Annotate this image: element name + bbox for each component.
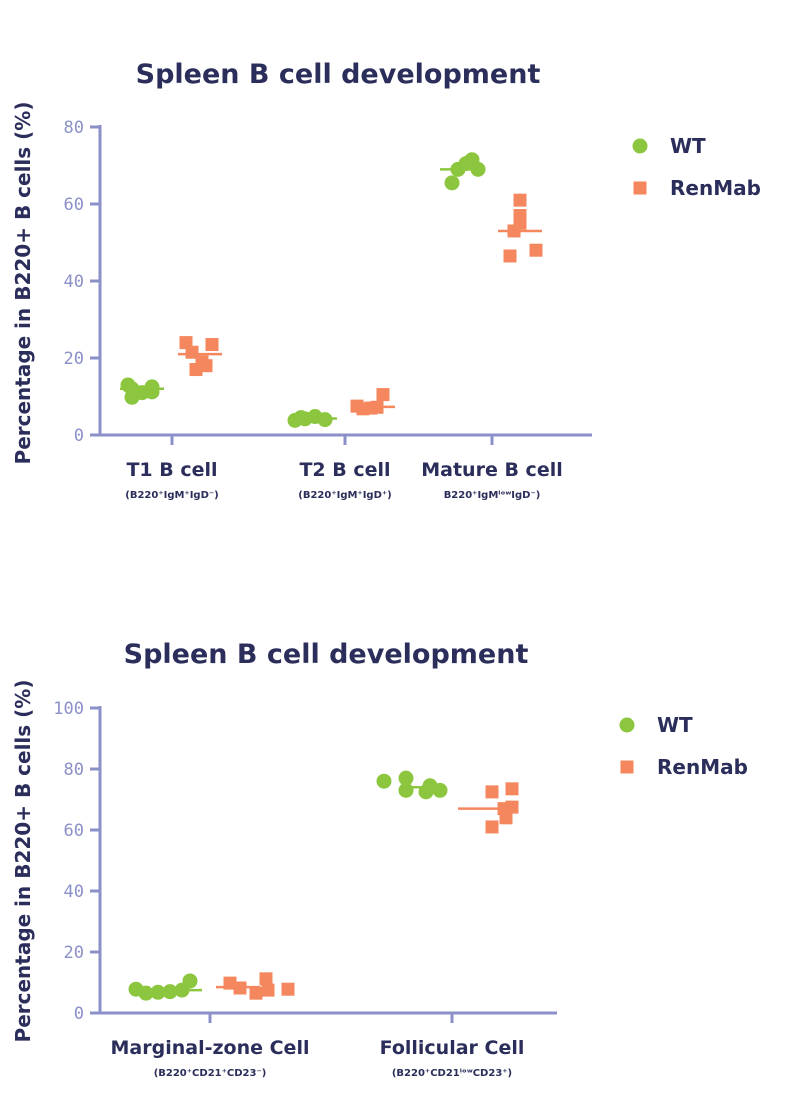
data-point-renmab bbox=[507, 224, 521, 238]
data-point-renmab bbox=[223, 976, 237, 990]
data-point-wt bbox=[398, 770, 414, 786]
data-point-renmab bbox=[205, 338, 219, 352]
data-point-renmab bbox=[261, 983, 275, 997]
y-axis-label: Percentage in B220+ B cells (%) bbox=[11, 102, 35, 465]
y-tick-label: 60 bbox=[64, 195, 84, 215]
data-point-wt bbox=[293, 410, 309, 426]
legend-marker-renmab bbox=[620, 760, 634, 774]
legend-label: RenMab bbox=[670, 176, 761, 200]
y-tick-label: 0 bbox=[74, 426, 84, 446]
y-axis-label: Percentage in B220+ B cells (%) bbox=[11, 680, 35, 1043]
y-tick-label: 40 bbox=[64, 882, 84, 902]
data-point-renmab bbox=[529, 243, 543, 257]
data-point-renmab bbox=[249, 986, 263, 1000]
data-point-renmab bbox=[370, 400, 384, 414]
data-point-renmab bbox=[485, 785, 499, 799]
data-point-wt bbox=[398, 782, 414, 798]
data-point-renmab bbox=[185, 345, 199, 359]
legend-marker-wt bbox=[619, 717, 635, 733]
y-tick-label: 100 bbox=[53, 699, 84, 719]
data-point-renmab bbox=[503, 249, 517, 263]
chart-title: Spleen B cell development bbox=[124, 639, 529, 670]
legend-label: RenMab bbox=[657, 755, 748, 779]
chart-top: Spleen B cell development Percentage in … bbox=[0, 0, 800, 520]
y-tick-label: 20 bbox=[64, 943, 84, 963]
legend-label: WT bbox=[657, 713, 693, 737]
x-category-label: Mature B cell bbox=[421, 459, 562, 481]
data-point-renmab bbox=[376, 388, 390, 402]
y-tick-label: 80 bbox=[64, 760, 84, 780]
data-point-renmab bbox=[485, 820, 499, 834]
data-point-renmab bbox=[499, 811, 513, 825]
x-subcategory-label: (B220⁺CD21ˡᵒʷCD23⁺) bbox=[392, 1068, 512, 1079]
data-point-renmab bbox=[505, 782, 519, 796]
x-category-label: Marginal-zone Cell bbox=[111, 1037, 310, 1059]
data-point-wt bbox=[444, 175, 460, 191]
y-tick-label: 20 bbox=[64, 349, 84, 369]
chart-top-svg: Spleen B cell development Percentage in … bbox=[11, 59, 761, 501]
data-point-renmab bbox=[513, 193, 527, 207]
y-tick-label: 60 bbox=[64, 821, 84, 841]
data-point-renmab bbox=[281, 982, 295, 996]
plot-area: 0 20 40 60 80 100 Marginal-zone Cell (B220⁺CD21… bbox=[53, 699, 557, 1079]
data-point-wt bbox=[144, 384, 160, 400]
data-point-wt bbox=[422, 778, 438, 794]
y-tick-label: 80 bbox=[64, 118, 84, 138]
data-point-wt bbox=[470, 161, 486, 177]
x-subcategory-label: (B220⁺CD21⁺CD23⁻) bbox=[154, 1068, 267, 1079]
y-tick-label: 40 bbox=[64, 272, 84, 292]
y-tick-label: 0 bbox=[74, 1004, 84, 1024]
chart-bottom: Spleen B cell development Percentage in … bbox=[0, 580, 800, 1102]
plot-area: 0 20 40 60 80 T1 B cell (B220⁺IgM⁺IgD⁻) T2 B ce… bbox=[64, 118, 592, 501]
legend-marker-wt bbox=[632, 138, 648, 154]
chart-title: Spleen B cell development bbox=[136, 59, 541, 90]
chart-bottom-svg: Spleen B cell development Percentage in … bbox=[11, 639, 748, 1079]
x-category-label: T2 B cell bbox=[299, 459, 390, 481]
data-point-wt bbox=[182, 973, 198, 989]
data-point-wt bbox=[458, 156, 474, 172]
data-point-renmab bbox=[505, 800, 519, 814]
legend: WT RenMab bbox=[632, 134, 761, 200]
data-point-wt bbox=[162, 984, 178, 1000]
legend-label: WT bbox=[670, 134, 706, 158]
data-point-wt bbox=[138, 985, 154, 1001]
x-subcategory-label: (B220⁺IgM⁺IgD⁻) bbox=[125, 490, 218, 501]
data-point-wt bbox=[317, 412, 333, 428]
data-point-renmab bbox=[259, 972, 273, 986]
x-category-label: Follicular Cell bbox=[380, 1037, 525, 1059]
data-point-wt bbox=[376, 773, 392, 789]
x-category-label: T1 B cell bbox=[126, 459, 217, 481]
data-point-wt bbox=[150, 984, 166, 1000]
data-point-wt bbox=[124, 381, 140, 397]
x-subcategory-label: (B220⁺IgM⁺IgD⁺) bbox=[298, 490, 391, 501]
x-subcategory-label: B220⁺IgMˡᵒʷIgD⁻) bbox=[444, 490, 541, 501]
data-point-renmab bbox=[199, 359, 213, 373]
legend-marker-renmab bbox=[633, 181, 647, 195]
data-point-renmab bbox=[233, 981, 247, 995]
legend: WT RenMab bbox=[619, 713, 748, 779]
